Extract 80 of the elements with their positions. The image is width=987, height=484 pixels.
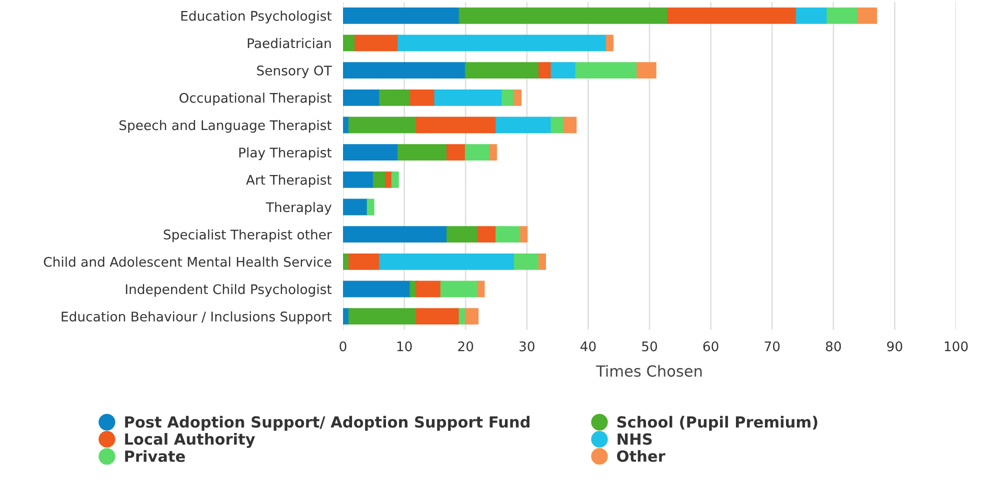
x-tick-label: 80: [826, 341, 841, 352]
bar: [562, 116, 577, 134]
x-tick-label: 10: [397, 341, 412, 352]
y-tick-label: Independent Child Psychologist: [126, 284, 332, 297]
bar: [343, 171, 374, 188]
bar: [410, 89, 436, 106]
bar: [379, 253, 516, 270]
x-tick-label: 0: [340, 341, 346, 352]
bar: [464, 308, 479, 325]
bar: [514, 89, 522, 106]
y-tick-label: Child and Adolescent Mental Health Service: [44, 256, 332, 267]
bar: [391, 171, 399, 188]
y-tick-label: Art Therapist: [246, 174, 332, 188]
bar: [343, 226, 448, 243]
bar: [348, 253, 380, 270]
x-tick-label: 90: [887, 341, 902, 352]
bar: [502, 89, 516, 106]
bar: [446, 144, 466, 161]
bar: [496, 226, 522, 243]
x-axis-title: Times Chosen: [596, 364, 702, 377]
bar: [397, 34, 608, 52]
bar: [366, 198, 374, 216]
bar: [458, 7, 669, 24]
legend-label: NHS: [618, 433, 652, 445]
bar: [550, 62, 577, 79]
bar: [343, 62, 466, 79]
bar: [343, 144, 399, 161]
bar: [416, 280, 442, 298]
bar: [606, 34, 614, 52]
legend-label: Private: [125, 450, 185, 462]
y-tick-label: Speech and Language Therapist: [119, 120, 332, 133]
y-tick-label: Sensory OT: [257, 66, 332, 78]
y-tick-label: Education Behaviour / Inclusions Support: [62, 311, 332, 324]
x-tick-label: 100: [944, 341, 968, 352]
legend-label: School (Pupil Premium): [617, 416, 818, 431]
bar: [343, 198, 368, 216]
x-tick-label: 30: [520, 341, 534, 352]
bar: [416, 116, 497, 134]
bar: [354, 34, 399, 52]
x-tick-label: 50: [642, 341, 658, 352]
y-tick-label: Theraplay: [266, 202, 332, 215]
x-tick-label: 60: [703, 341, 718, 352]
legend-label: Other: [617, 450, 666, 462]
bar: [489, 144, 497, 161]
bar: [857, 7, 878, 24]
x-tick-label: 40: [580, 341, 596, 352]
bar: [348, 116, 418, 134]
bar: [575, 62, 638, 79]
bar: [796, 7, 828, 24]
bar: [667, 7, 798, 24]
bar: [397, 144, 448, 161]
bar: [343, 7, 460, 24]
bar: [416, 308, 460, 325]
y-tick-label: Play Therapist: [239, 147, 332, 160]
bar: [514, 253, 540, 270]
bar: [379, 89, 412, 106]
x-tick-label: 70: [764, 341, 780, 352]
bar: [538, 253, 546, 270]
bar: [520, 226, 528, 243]
bar: [550, 116, 564, 134]
legend-label: Post Adoption Support/ Adoption Support Fund: [125, 416, 530, 431]
bar: [636, 62, 656, 79]
bar: [477, 280, 485, 298]
bar: [464, 62, 540, 79]
bar: [343, 280, 412, 298]
bar: [477, 226, 497, 243]
bar: [343, 89, 380, 106]
y-tick-label: Specialist Therapist other: [164, 229, 332, 242]
y-tick-label: Education Psychologist: [181, 10, 332, 24]
bar: [446, 226, 479, 243]
bar: [496, 116, 552, 134]
bar: [464, 144, 491, 161]
bar: [826, 7, 859, 24]
bar: [434, 89, 504, 106]
bar: [348, 308, 418, 325]
x-tick-label: 20: [458, 341, 474, 352]
legend-label: Local Authority: [125, 432, 256, 448]
y-tick-label: Paediatrician: [248, 38, 331, 48]
bar: [440, 280, 479, 298]
y-tick-label: Occupational Therapist: [180, 92, 332, 106]
